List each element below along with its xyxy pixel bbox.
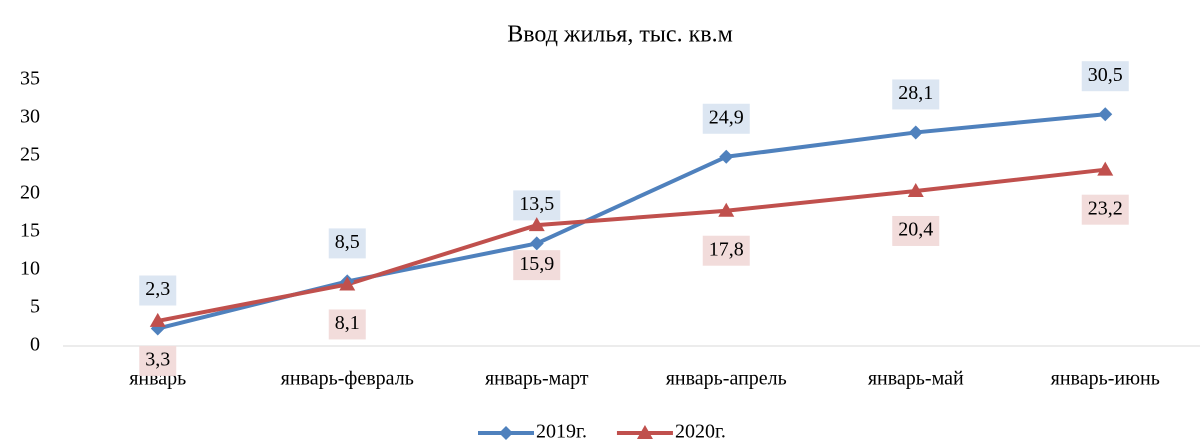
data-label-bg [1081, 61, 1129, 92]
x-tick-label: январь-июнь [1051, 368, 1160, 390]
x-tick-label: январь-апрель [666, 368, 787, 390]
series-line [157, 112, 1106, 331]
marker [719, 149, 734, 164]
data-label-bg [139, 345, 177, 376]
data-label: 17,8 [702, 235, 750, 266]
marker [149, 312, 166, 327]
x-tick-label: январь-февраль [281, 368, 414, 390]
data-label: 8,1 [328, 309, 366, 340]
data-label: 8,5 [328, 228, 366, 259]
data-label-bg [513, 190, 561, 221]
legend-label: 2020г. [675, 421, 726, 443]
y-tick-label: 15 [20, 220, 40, 242]
data-label: 3,3 [139, 345, 177, 376]
data-label-bg [328, 309, 366, 340]
y-tick-label: 35 [20, 68, 40, 90]
data-label-bg [139, 275, 177, 306]
data-label-text: 2,3 [145, 278, 170, 300]
data-label: 2,3 [139, 275, 177, 306]
y-tick-label: 5 [30, 296, 40, 318]
data-label-bg [702, 235, 750, 266]
y-tick-label: 25 [20, 144, 40, 166]
data-label-bg [513, 250, 561, 281]
marker [529, 236, 544, 251]
data-label-text: 23,2 [1088, 197, 1123, 219]
data-label-text: 30,5 [1088, 64, 1123, 86]
x-tick-label: январь-май [868, 368, 964, 390]
marker [1098, 107, 1113, 122]
data-label: 24,9 [702, 103, 750, 134]
data-label-text: 20,4 [898, 219, 933, 241]
marker [636, 425, 653, 439]
marker [528, 217, 545, 232]
data-label-bg [892, 79, 940, 110]
data-label-bg [702, 103, 750, 134]
data-label: 13,5 [513, 190, 561, 221]
legend-label: 2019г. [536, 421, 587, 443]
data-label: 28,1 [892, 79, 940, 110]
marker [499, 426, 513, 440]
data-label: 20,4 [892, 215, 940, 246]
y-tick-label: 10 [20, 258, 40, 280]
y-tick-label: 30 [20, 106, 40, 128]
data-label: 15,9 [513, 250, 561, 281]
data-label-bg [1081, 194, 1129, 225]
marker [1097, 161, 1114, 176]
y-tick-label: 20 [20, 182, 40, 204]
data-label-text: 3,3 [145, 349, 170, 371]
x-tick-label: январь-март [485, 368, 589, 390]
marker [908, 125, 923, 140]
data-label: 23,2 [1081, 194, 1129, 225]
data-label-text: 15,9 [519, 253, 554, 275]
data-label-text: 17,8 [709, 238, 744, 260]
data-label-text: 8,1 [335, 312, 360, 334]
marker [718, 202, 735, 217]
data-label-text: 13,5 [519, 193, 554, 215]
data-label-bg [892, 215, 940, 246]
data-label: 30,5 [1081, 61, 1129, 92]
marker [339, 276, 356, 291]
data-label-bg [328, 228, 366, 259]
chart-title: Ввод жилья, тыс. кв.м [507, 22, 733, 48]
marker [907, 182, 924, 197]
data-label-text: 24,9 [709, 106, 744, 128]
data-label-text: 8,5 [335, 231, 360, 253]
data-label-text: 28,1 [898, 82, 933, 104]
y-tick-label: 0 [30, 334, 40, 356]
series-line [157, 167, 1106, 323]
